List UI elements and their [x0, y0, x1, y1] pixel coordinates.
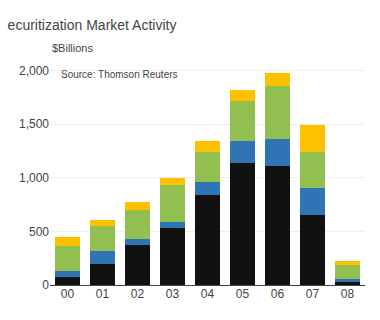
svg-text:07: 07 [306, 287, 320, 301]
svg-text:01: 01 [96, 287, 110, 301]
svg-text:08: 08 [341, 287, 355, 301]
svg-text:500: 500 [29, 225, 49, 239]
svg-text:04: 04 [201, 287, 215, 301]
svg-text:06: 06 [271, 287, 285, 301]
svg-text:00: 00 [61, 287, 75, 301]
svg-text:ecuritization Market Activity: ecuritization Market Activity [8, 17, 177, 33]
svg-text:$Billions: $Billions [52, 42, 93, 54]
svg-text:1,000: 1,000 [19, 171, 49, 185]
svg-text:03: 03 [166, 287, 180, 301]
svg-text:02: 02 [131, 287, 145, 301]
svg-text:1,500: 1,500 [19, 117, 49, 131]
svg-text:2,000: 2,000 [19, 64, 49, 78]
svg-text:05: 05 [236, 287, 250, 301]
svg-text:0: 0 [42, 278, 49, 292]
svg-text:Source: Thomson Reuters: Source: Thomson Reuters [61, 69, 178, 80]
